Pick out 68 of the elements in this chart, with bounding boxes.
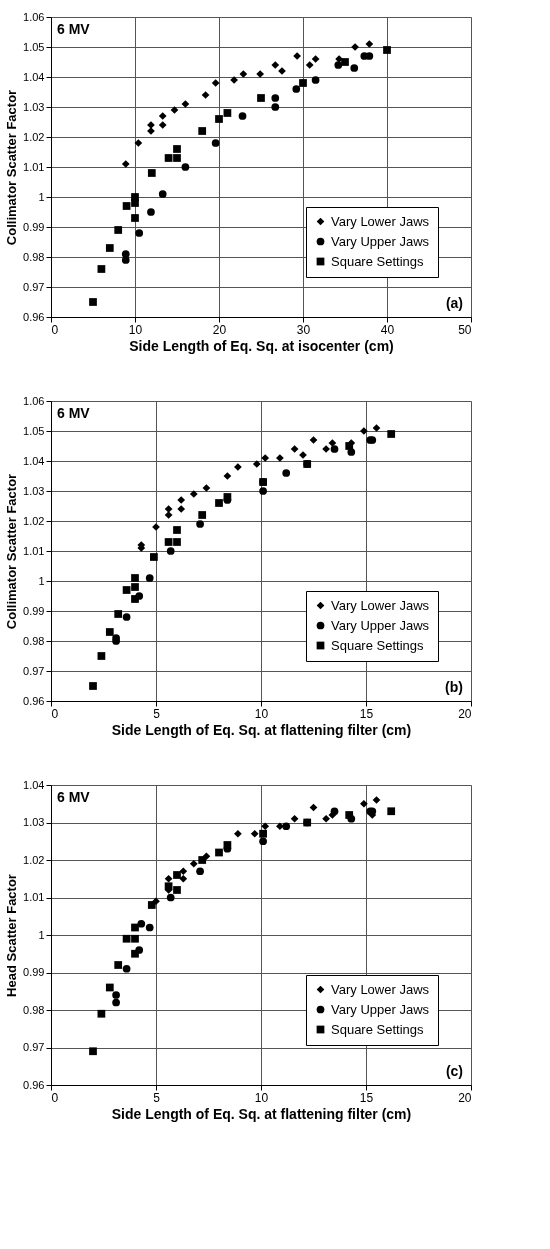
- annotation: (c): [445, 1063, 463, 1079]
- y-axis-title: Head Scatter Factor: [4, 874, 20, 997]
- y-tick-label: 1.01: [23, 160, 45, 173]
- y-tick-label: 0.97: [23, 664, 45, 677]
- legend-label: Square Settings: [331, 637, 424, 653]
- x-tick-label: 0: [51, 706, 59, 721]
- x-axis-title: Side Length of Eq. Sq. at flattening filter (cm): [111, 721, 412, 738]
- y-tick-label: 0.96: [23, 310, 45, 323]
- legend-label: Square Settings: [331, 253, 424, 269]
- x-tick-label: 0: [51, 322, 59, 337]
- x-tick-label: 15: [359, 1090, 374, 1105]
- x-tick-label: 20: [458, 706, 472, 721]
- y-tick-label: 1.05: [23, 40, 45, 53]
- x-tick-label: 5: [153, 1090, 161, 1105]
- x-axis-title: Side Length of Eq. Sq. at isocenter (cm): [129, 337, 394, 354]
- legend-label: Square Settings: [331, 1021, 424, 1037]
- y-tick-label: 1.06: [23, 10, 45, 23]
- legend-label: Vary Upper Jaws: [331, 617, 430, 633]
- legend-label: Vary Lower Jaws: [331, 981, 430, 997]
- y-tick-label: 1.05: [23, 424, 45, 437]
- y-tick-label: 0.98: [23, 634, 45, 647]
- y-tick-label: 1.04: [23, 454, 45, 467]
- legend-label: Vary Lower Jaws: [331, 597, 430, 613]
- y-tick-label: 0.99: [23, 966, 45, 978]
- annotation: (a): [445, 295, 463, 311]
- y-tick-label: 1: [38, 190, 45, 203]
- annotation: (b): [445, 679, 463, 695]
- legend-label: Vary Upper Jaws: [331, 233, 430, 249]
- y-tick-label: 1.01: [23, 891, 45, 903]
- x-tick-label: 20: [458, 1090, 472, 1105]
- annotation: 6 MV: [57, 405, 91, 421]
- y-tick-label: 1.02: [23, 853, 45, 866]
- y-tick-label: 0.96: [23, 694, 45, 707]
- x-tick-label: 50: [458, 322, 472, 337]
- y-tick-label: 1.01: [23, 544, 45, 557]
- x-tick-label: 0: [51, 1090, 59, 1105]
- y-tick-label: 0.97: [23, 1041, 45, 1053]
- y-tick-label: 1.03: [23, 484, 45, 497]
- y-axis-title: Collimator Scatter Factor: [4, 89, 20, 246]
- x-tick-label: 30: [296, 322, 311, 337]
- x-tick-label: 10: [254, 706, 269, 721]
- y-tick-label: 0.98: [23, 250, 45, 263]
- x-axis-title: Side Length of Eq. Sq. at flattening filter (cm): [111, 1105, 412, 1122]
- x-tick-label: 40: [380, 322, 395, 337]
- y-tick-label: 1: [38, 928, 45, 941]
- x-tick-label: 15: [359, 706, 374, 721]
- annotation: 6 MV: [57, 789, 91, 805]
- legend-label: Vary Upper Jaws: [331, 1001, 430, 1017]
- x-tick-label: 10: [254, 1090, 269, 1105]
- y-tick-label: 0.99: [23, 220, 45, 233]
- y-tick-label: 0.99: [23, 604, 45, 617]
- legend-label: Vary Lower Jaws: [331, 213, 430, 229]
- y-axis-title: Collimator Scatter Factor: [4, 473, 20, 630]
- y-tick-label: 0.97: [23, 280, 45, 293]
- y-tick-label: 1.02: [23, 130, 45, 143]
- x-tick-label: 10: [128, 322, 143, 337]
- annotation: 6 MV: [57, 21, 91, 37]
- y-tick-label: 1.06: [23, 394, 45, 407]
- x-tick-label: 5: [153, 706, 161, 721]
- x-tick-label: 20: [212, 322, 227, 337]
- y-tick-label: 1.03: [23, 816, 45, 828]
- y-tick-label: 1.03: [23, 100, 45, 113]
- y-tick-label: 0.96: [23, 1078, 45, 1091]
- y-tick-label: 1.04: [23, 778, 45, 791]
- y-tick-label: 1: [38, 574, 45, 587]
- y-tick-label: 1.02: [23, 514, 45, 527]
- y-tick-label: 1.04: [23, 70, 45, 83]
- y-tick-label: 0.98: [23, 1003, 45, 1016]
